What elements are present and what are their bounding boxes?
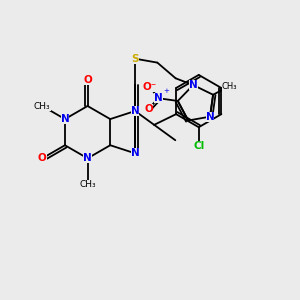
Text: N: N	[154, 93, 163, 103]
Text: CH₃: CH₃	[34, 101, 51, 110]
Text: O: O	[144, 104, 153, 114]
Text: N: N	[131, 106, 140, 116]
Text: CH₃: CH₃	[79, 180, 96, 189]
Text: S: S	[131, 54, 139, 64]
Text: O: O	[83, 75, 92, 85]
Text: CH₃: CH₃	[221, 82, 237, 91]
Text: +: +	[163, 88, 169, 94]
Text: N: N	[61, 114, 69, 124]
Text: O: O	[38, 153, 47, 163]
Text: N: N	[206, 112, 214, 122]
Text: N: N	[83, 153, 92, 163]
Text: N: N	[131, 148, 140, 158]
Text: O⁻: O⁻	[142, 82, 157, 92]
Text: Cl: Cl	[193, 140, 204, 151]
Text: N: N	[189, 80, 198, 90]
